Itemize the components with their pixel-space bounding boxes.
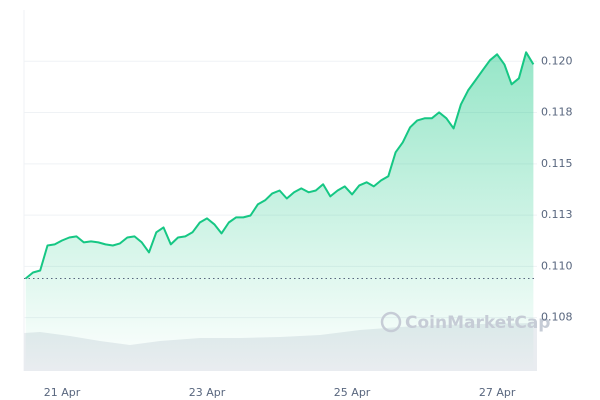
- price-line: [25, 51, 535, 280]
- x-tick-label: 23 Apr: [189, 386, 226, 399]
- watermark-logo: [380, 311, 402, 333]
- y-tick-label: 0.120: [541, 54, 573, 67]
- area-fill: [25, 52, 534, 372]
- watermark: CoinMarketCap: [380, 311, 550, 333]
- x-tick-label: 27 Apr: [479, 386, 516, 399]
- y-tick-label: 0.118: [541, 106, 573, 119]
- x-tick-label: 25 Apr: [334, 386, 371, 399]
- x-tick-label: 21 Apr: [44, 386, 81, 399]
- watermark-text: CoinMarketCap: [405, 313, 550, 333]
- y-tick-label: 0.113: [541, 208, 573, 221]
- y-tick-label: 0.108: [541, 311, 573, 324]
- y-tick-label: 0.110: [541, 259, 573, 272]
- y-tick-label: 0.115: [541, 157, 573, 170]
